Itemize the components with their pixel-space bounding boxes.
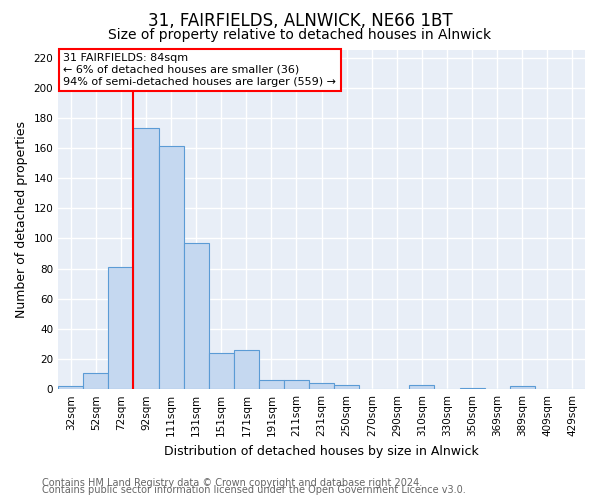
Bar [259, 380, 284, 389]
Bar [510, 386, 535, 389]
Bar [234, 350, 259, 389]
Bar [309, 383, 334, 389]
Bar [284, 380, 309, 389]
Text: 31 FAIRFIELDS: 84sqm
← 6% of detached houses are smaller (36)
94% of semi-detach: 31 FAIRFIELDS: 84sqm ← 6% of detached ho… [64, 54, 337, 86]
Y-axis label: Number of detached properties: Number of detached properties [15, 121, 28, 318]
Bar [409, 384, 434, 389]
Bar [83, 372, 109, 389]
X-axis label: Distribution of detached houses by size in Alnwick: Distribution of detached houses by size … [164, 444, 479, 458]
Text: Contains public sector information licensed under the Open Government Licence v3: Contains public sector information licen… [42, 485, 466, 495]
Bar [184, 243, 209, 389]
Bar [158, 146, 184, 389]
Text: 31, FAIRFIELDS, ALNWICK, NE66 1BT: 31, FAIRFIELDS, ALNWICK, NE66 1BT [148, 12, 452, 30]
Bar [460, 388, 485, 389]
Text: Size of property relative to detached houses in Alnwick: Size of property relative to detached ho… [109, 28, 491, 42]
Bar [58, 386, 83, 389]
Bar [109, 267, 133, 389]
Bar [133, 128, 158, 389]
Bar [334, 384, 359, 389]
Text: Contains HM Land Registry data © Crown copyright and database right 2024.: Contains HM Land Registry data © Crown c… [42, 478, 422, 488]
Bar [209, 353, 234, 389]
